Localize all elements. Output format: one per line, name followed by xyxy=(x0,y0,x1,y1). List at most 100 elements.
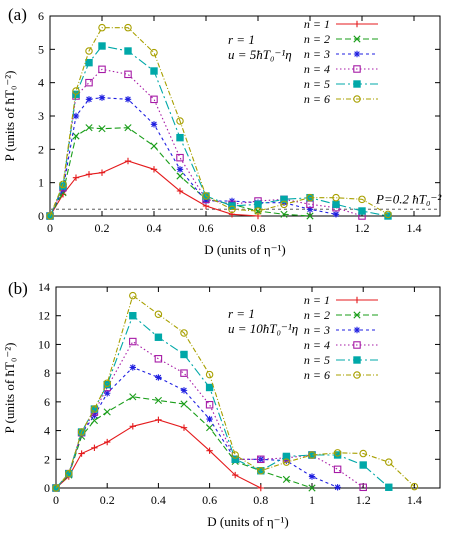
legend-label: n = 5 xyxy=(304,77,330,91)
y-tick-label: 4 xyxy=(44,424,50,438)
data-point xyxy=(129,393,137,401)
data-point xyxy=(150,121,158,128)
data-point xyxy=(308,484,316,492)
data-point xyxy=(410,482,419,491)
data-point xyxy=(358,207,366,215)
panel-label: (a) xyxy=(8,5,27,24)
data-point xyxy=(104,438,111,446)
series-3 xyxy=(52,364,341,492)
x-tick-label: 0.6 xyxy=(199,221,214,235)
data-point xyxy=(85,58,93,67)
data-point xyxy=(46,212,54,220)
data-point xyxy=(385,458,393,466)
data-point xyxy=(180,424,188,431)
data-point xyxy=(72,174,80,181)
data-point xyxy=(98,94,106,101)
data-point xyxy=(176,166,184,173)
data-point xyxy=(384,210,392,219)
x-tick-label: 0.8 xyxy=(253,493,268,507)
legend-marker xyxy=(353,371,361,379)
x-tick-label: 1.2 xyxy=(356,493,371,507)
y-tick-label: 8 xyxy=(44,366,50,380)
data-point xyxy=(85,78,93,87)
chart-panel-b: 0 0.2 0.4 0.6 0.8 1 1.2 1.4 0 2 4 6 8 10 12 14 D (units … xyxy=(2,279,441,529)
series-line xyxy=(55,366,338,489)
data-point xyxy=(257,484,264,492)
data-point xyxy=(280,210,288,218)
data-point xyxy=(332,200,340,209)
legend-marker xyxy=(353,341,361,349)
legend-marker xyxy=(353,50,361,58)
data-point xyxy=(85,96,93,103)
series-line xyxy=(49,68,363,217)
series-line xyxy=(49,45,389,217)
x-tick-label: 0 xyxy=(53,493,59,507)
x-tick-label: 1 xyxy=(309,493,315,507)
y-tick-label: 3 xyxy=(38,109,44,123)
data-point xyxy=(176,187,184,195)
threshold-label: P=0.2 ħT₀⁻² xyxy=(375,191,442,206)
data-point xyxy=(205,383,214,392)
x-tick-label: 0.2 xyxy=(100,493,115,507)
data-point xyxy=(308,473,316,480)
data-point xyxy=(306,193,314,202)
data-point xyxy=(280,200,288,209)
data-point xyxy=(333,451,342,459)
x-tick-label: 1.4 xyxy=(407,221,422,235)
data-point xyxy=(150,166,158,173)
data-point xyxy=(280,195,288,204)
y-tick-label: 10 xyxy=(38,337,50,351)
plot-frame xyxy=(55,286,441,489)
data-point xyxy=(155,374,162,381)
series-line xyxy=(55,314,390,489)
data-point xyxy=(150,142,158,150)
y-tick-label: 4 xyxy=(38,76,44,90)
legend-label: n = 3 xyxy=(304,47,330,61)
data-point xyxy=(150,48,158,57)
legend-label: n = 3 xyxy=(304,323,330,337)
data-point xyxy=(154,310,163,319)
parameter-annotation: r = 1 xyxy=(228,306,255,321)
data-point xyxy=(180,369,188,377)
x-tick-label: 0.8 xyxy=(251,221,266,235)
data-point xyxy=(129,423,136,430)
legend: n = 1n = 2n = 3n = 4n = 5n = 6 xyxy=(304,17,378,106)
y-tick-label: 5 xyxy=(38,42,44,56)
data-point xyxy=(72,87,80,95)
data-point xyxy=(103,379,111,387)
y-tick-label: 2 xyxy=(38,142,44,156)
legend-label: n = 2 xyxy=(304,32,330,46)
y-tick-label: 2 xyxy=(44,452,50,466)
legend-label: n = 6 xyxy=(304,92,330,106)
data-point xyxy=(176,133,184,142)
series-line xyxy=(55,294,415,489)
data-point xyxy=(385,483,393,491)
legend-label: n = 2 xyxy=(304,308,330,322)
data-point xyxy=(154,396,162,405)
legend-marker xyxy=(353,20,361,28)
data-point xyxy=(232,471,239,479)
data-point xyxy=(155,416,162,424)
data-point xyxy=(282,452,291,461)
y-tick-label: 6 xyxy=(44,395,50,409)
data-point xyxy=(176,172,184,180)
series-6 xyxy=(46,23,392,220)
x-tick-label: 1.2 xyxy=(355,221,370,235)
data-point xyxy=(124,23,132,32)
legend-label: n = 1 xyxy=(304,17,330,31)
parameter-annotation: u = 10ħT₀⁻¹η xyxy=(228,321,298,336)
legend-marker xyxy=(353,35,361,43)
series-5 xyxy=(52,312,393,492)
legend-label: n = 5 xyxy=(304,353,330,367)
data-point xyxy=(231,451,239,459)
data-point xyxy=(98,23,106,32)
data-point xyxy=(124,124,132,132)
data-point xyxy=(180,400,188,408)
data-point xyxy=(332,211,340,218)
parameter-annotation: u = 5ħT₀⁻¹η xyxy=(228,47,292,62)
data-point xyxy=(257,455,265,464)
y-tick-label: 1 xyxy=(38,176,44,190)
data-point xyxy=(254,207,262,215)
data-point xyxy=(306,206,314,213)
